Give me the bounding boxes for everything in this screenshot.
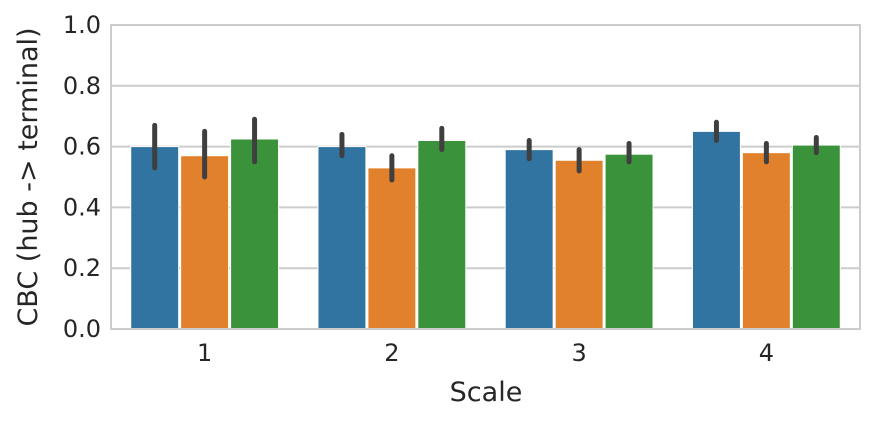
x-tick-label: 1: [197, 339, 212, 367]
bar: [554, 159, 604, 330]
bar: [791, 144, 841, 330]
errorbars-group: [152, 116, 819, 183]
bar: [604, 153, 654, 330]
bars-group: [130, 130, 841, 330]
y-tick-labels: 0.0 0.2 0.4 0.6 0.8 1.0: [63, 11, 101, 343]
bar: [504, 149, 554, 330]
x-tick-label: 3: [571, 339, 586, 367]
y-tick-label: 0.0: [63, 315, 101, 343]
bar: [367, 167, 417, 330]
bar: [180, 155, 230, 330]
bar: [130, 146, 180, 330]
x-tick-label: 4: [759, 339, 774, 367]
x-tick-labels: 1 2 3 4: [197, 339, 774, 367]
y-axis-label: CBC (hub -> terminal): [13, 27, 44, 326]
bar: [417, 140, 467, 330]
x-tick-label: 2: [384, 339, 399, 367]
bar: [317, 146, 367, 330]
plot-frame: [110, 24, 861, 330]
y-tick-label: 0.8: [63, 72, 101, 100]
y-tick-label: 0.4: [63, 193, 101, 221]
bar: [230, 138, 280, 330]
bar: [741, 152, 791, 330]
x-axis-label: Scale: [450, 377, 523, 408]
bar: [691, 130, 741, 330]
y-tick-label: 1.0: [63, 11, 101, 39]
y-tick-label: 0.6: [63, 133, 101, 161]
y-tick-label: 0.2: [63, 254, 101, 282]
